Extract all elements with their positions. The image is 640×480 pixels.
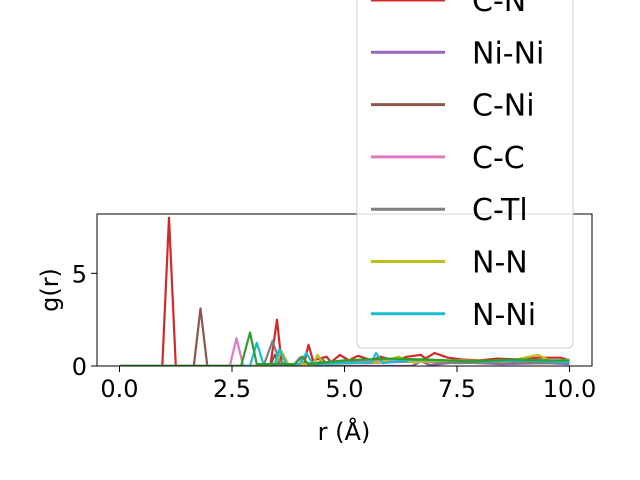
y-tick-label: 0 [72, 353, 87, 381]
legend-label-c-c: C-C [472, 141, 525, 176]
x-tick-label: 5.0 [325, 375, 363, 403]
series-line-unlabeled-7 [119, 331, 570, 366]
y-axis: 05 [72, 260, 97, 381]
x-axis-label: r (Å) [318, 417, 371, 446]
legend-label-n-ni: N-Ni [472, 298, 536, 333]
x-axis: 0.0 2.5 5.0 7.5 10.0 [100, 366, 596, 403]
x-tick-label: 10.0 [543, 375, 596, 403]
legend-label-c-tl: C-Tl [472, 193, 528, 228]
legend-label-ni-ni: Ni-Ni [472, 36, 544, 71]
x-tick-label: 7.5 [438, 375, 476, 403]
legend-label-c-n: C-N [472, 0, 526, 19]
legend-label-n-n: N-N [472, 246, 528, 281]
y-tick-label: 5 [72, 260, 87, 288]
legend: C-N Ni-Ni C-Ni C-C C-Tl N-N N-Ni [356, 0, 574, 349]
y-axis-label: g(r) [36, 268, 64, 312]
plot-area [96, 213, 593, 367]
x-tick-label: 2.5 [213, 375, 251, 403]
legend-label-c-ni: C-Ni [472, 89, 535, 124]
x-tick-label: 0.0 [100, 375, 138, 403]
series-line-n-n [119, 350, 570, 366]
